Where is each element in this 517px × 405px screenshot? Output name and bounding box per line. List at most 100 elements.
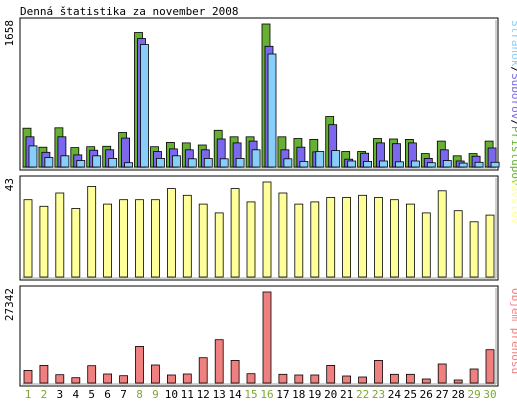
bar-transfer-day-17 (278, 373, 288, 384)
bar-pages-day-2 (44, 157, 54, 168)
max-value-label: 27342 (3, 288, 16, 321)
bar-pages-day-17 (283, 158, 293, 168)
x-tick-label: 16 (260, 388, 273, 401)
x-tick-label: 26 (420, 388, 433, 401)
bar-pages-day-24 (395, 161, 404, 168)
bar-transfer-day-12 (198, 357, 208, 384)
bar-visits-day-25 (405, 203, 415, 278)
x-tick-label: 25 (404, 388, 417, 401)
bar-pages-day-16 (267, 53, 277, 168)
bar-transfer-day-27 (437, 363, 447, 384)
panel-frame (19, 285, 499, 387)
legend-entry-files: Súborov (509, 73, 517, 120)
bar-pages-day-18 (299, 160, 309, 168)
bar-transfer-day-15 (246, 373, 256, 384)
panel-frame (19, 175, 499, 281)
x-tick-label: 23 (372, 388, 385, 401)
bar-transfer-day-20 (326, 364, 336, 384)
x-tick-label: 15 (244, 388, 257, 401)
bar-pages-day-6 (108, 157, 118, 168)
bar-transfer-day-24 (389, 373, 399, 384)
bar-transfer-day-14 (230, 359, 240, 384)
x-tick-label: 12 (197, 388, 210, 401)
legend-visits: Návštev (509, 178, 517, 225)
x-tick-label: 29 (467, 388, 480, 401)
bar-pages-day-7 (124, 162, 133, 168)
x-tick-label: 1 (25, 388, 32, 401)
bar-visits-day-30 (485, 214, 495, 278)
x-tick-label: 21 (340, 388, 353, 401)
bar-visits-day-28 (453, 210, 463, 278)
x-tick-label: 3 (56, 388, 63, 401)
legend-entry-pages: Stránok (509, 20, 517, 67)
bar-visits-day-18 (294, 203, 304, 278)
x-tick-label: 18 (292, 388, 305, 401)
bar-transfer-day-28 (453, 379, 463, 384)
bar-transfer-day-9 (150, 364, 160, 384)
bar-pages-day-20 (331, 150, 341, 168)
bar-transfer-day-2 (39, 364, 49, 384)
bar-visits-day-9 (150, 199, 160, 278)
bar-visits-day-27 (437, 190, 447, 278)
bar-visits-day-8 (135, 199, 144, 278)
x-tick-label: 28 (452, 388, 465, 401)
bar-transfer-day-7 (119, 375, 128, 384)
x-tick-label: 11 (181, 388, 194, 401)
bar-visits-day-20 (326, 197, 336, 278)
bar-transfer-day-19 (310, 374, 320, 384)
x-tick-label: 9 (152, 388, 159, 401)
bar-pages-day-22 (363, 160, 373, 168)
max-value-label: 43 (3, 178, 16, 191)
x-tick-label: 24 (388, 388, 402, 401)
bar-visits-day-5 (87, 185, 97, 278)
x-tick-label: 22 (356, 388, 369, 401)
bar-pages-day-30 (490, 161, 500, 168)
bar-transfer-day-18 (294, 374, 304, 384)
bar-visits-day-17 (278, 192, 288, 278)
bar-pages-day-8 (140, 44, 149, 168)
legend-entry-visits: Návštev (509, 178, 517, 225)
x-tick-label: 30 (483, 388, 496, 401)
bar-pages-day-9 (156, 157, 165, 168)
bar-pages-day-5 (92, 155, 102, 168)
x-tick-label: 7 (120, 388, 127, 401)
bar-visits-day-12 (198, 203, 208, 278)
bar-pages-day-11 (187, 158, 197, 168)
x-tick-label: 4 (72, 388, 79, 401)
bar-pages-day-27 (442, 160, 452, 168)
x-tick-label: 8 (136, 388, 143, 401)
bar-visits-day-29 (469, 221, 479, 278)
legend-hits: Stránok/Súborov/Prístupov (509, 20, 517, 186)
x-tick-label: 5 (88, 388, 95, 401)
panel-transfer: 27342 Objem prenosu (3, 285, 517, 387)
bar-transfer-day-5 (87, 365, 97, 384)
bar-pages-day-10 (171, 155, 181, 168)
bar-transfer-day-25 (405, 373, 415, 384)
x-tick-label: 13 (213, 388, 226, 401)
bar-visits-day-10 (166, 188, 176, 278)
bar-pages-day-21 (347, 160, 357, 168)
bar-pages-day-28 (458, 162, 468, 168)
bar-visits-day-23 (374, 197, 383, 278)
bar-pages-day-1 (28, 145, 38, 168)
x-tick-label: 19 (308, 388, 321, 401)
bar-visits-day-26 (421, 212, 431, 278)
bar-visits-day-4 (71, 208, 81, 278)
legend-separator: / (509, 66, 517, 73)
x-tick-label: 6 (104, 388, 111, 401)
bar-visits-day-1 (23, 199, 33, 278)
x-tick-label: 14 (228, 388, 242, 401)
bar-visits-day-13 (214, 212, 224, 278)
x-tick-labels: 1 2 3 4 5 6 7 8 9 10 11 12 13 14 15 16 17 18 19 20 21 22 23 24 2… (25, 388, 497, 401)
bar-transfer-day-11 (182, 373, 192, 384)
legend-entry-transfer: Objem prenosu (509, 288, 517, 374)
bar-visits-day-2 (39, 205, 49, 278)
bar-pages-day-23 (379, 160, 388, 168)
bar-visits-day-22 (358, 194, 368, 278)
bar-transfer-day-8 (135, 345, 144, 384)
bar-pages-day-25 (410, 160, 420, 168)
bar-transfer-day-16 (262, 291, 272, 384)
bar-transfer-day-30 (485, 349, 495, 384)
